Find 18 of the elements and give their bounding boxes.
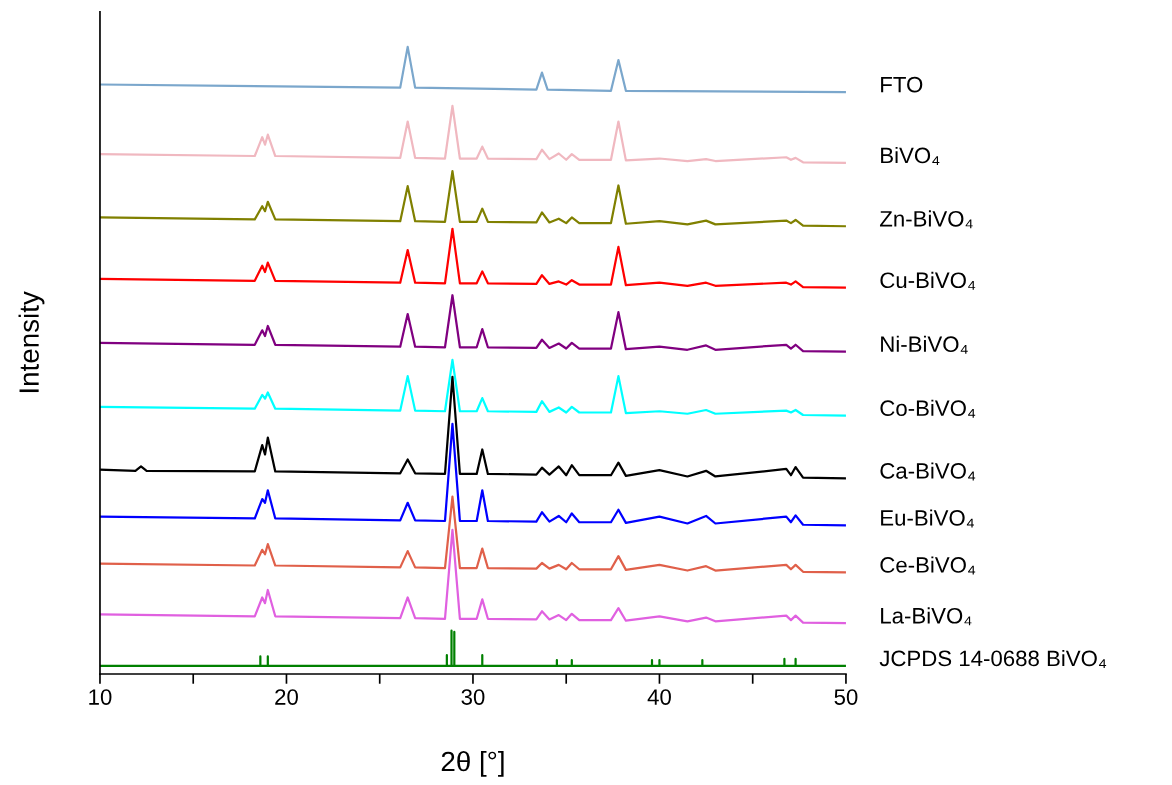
x-tick-label: 10	[89, 689, 112, 705]
series-label: JCPDS 14-0688 BiVO₄	[879, 649, 1107, 668]
series-label: Co-BiVO₄	[880, 399, 976, 418]
series-label: Ca-BiVO₄	[880, 462, 976, 481]
series-label: FTO	[881, 76, 923, 93]
series-label: Cu-BiVO₄	[880, 271, 976, 290]
x-axis-title: 2θ [°]	[441, 750, 504, 777]
series-label: Zn-BiVO₄	[879, 210, 973, 229]
series-label: Ce-BiVO₄	[880, 556, 976, 575]
x-tick-label: 20	[275, 689, 298, 705]
y-axis-title: Intensity	[18, 291, 45, 393]
series-label: Eu-BiVO₄	[881, 509, 974, 528]
x-tick-label: 30	[461, 689, 485, 705]
x-tick-label: 50	[834, 689, 858, 705]
series-label: La-BiVO₄	[881, 607, 972, 626]
series-label: Ni-BiVO₄	[881, 335, 968, 354]
x-tick-label: 40	[647, 689, 671, 705]
series-label: BiVO₄	[881, 146, 940, 165]
